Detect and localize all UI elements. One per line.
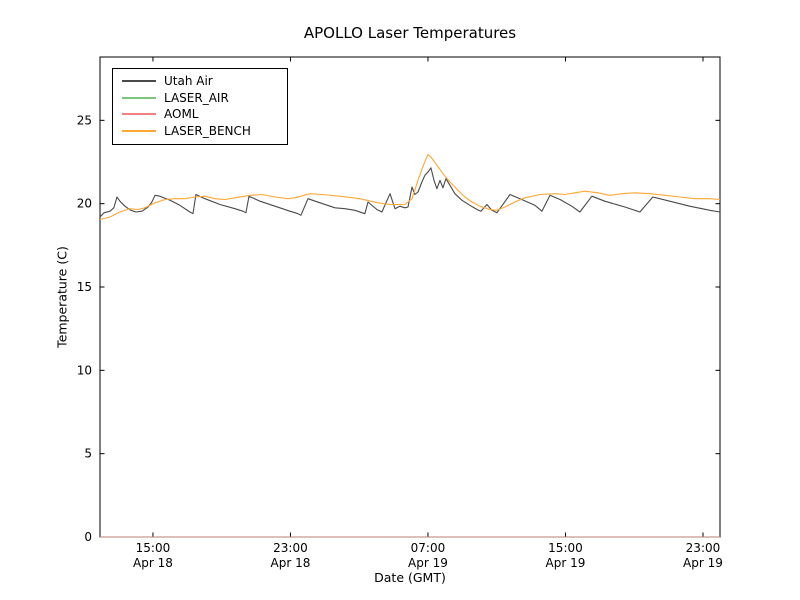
legend-item-utah-air: Utah Air [113, 73, 287, 90]
y-tick-label: 10 [77, 363, 92, 377]
series-line-utah-air [99, 167, 721, 218]
x-tick-label-date: Apr 18 [271, 556, 311, 570]
x-tick-label-time: 23:00 [273, 541, 308, 555]
legend-line-swatch [122, 80, 156, 83]
x-tick-label-date: Apr 19 [683, 556, 723, 570]
y-tick-label: 0 [84, 530, 92, 544]
x-tick-label-date: Apr 19 [408, 556, 448, 570]
legend-item-laser-air: LASER_AIR [113, 90, 287, 107]
y-tick-label: 25 [77, 113, 92, 127]
x-tick-label-date: Apr 18 [133, 556, 173, 570]
legend-line-swatch [122, 113, 156, 116]
series-line-laser-bench [99, 153, 721, 221]
x-tick-label-date: Apr 19 [546, 556, 586, 570]
legend-item-laser-bench: LASER_BENCH [113, 123, 287, 140]
x-tick-label-time: 23:00 [686, 541, 721, 555]
legend-label: AOML [164, 107, 199, 122]
x-tick-label-time: 07:00 [411, 541, 446, 555]
y-tick-label: 15 [77, 280, 92, 294]
legend-label: LASER_BENCH [164, 123, 251, 138]
x-tick-label-time: 15:00 [548, 541, 583, 555]
legend: Utah Air LASER_AIR AOML LASER_BENCH [112, 68, 288, 145]
legend-line-swatch [122, 96, 156, 99]
legend-item-aoml: AOML [113, 106, 287, 123]
legend-label: Utah Air [164, 74, 213, 89]
legend-label: LASER_AIR [164, 90, 229, 105]
y-tick-label: 20 [77, 197, 92, 211]
y-tick-label: 5 [84, 447, 92, 461]
legend-line-swatch [122, 129, 156, 132]
x-axis-label: Date (GMT) [374, 570, 446, 585]
chart-title: APOLLO Laser Temperatures [303, 24, 517, 42]
x-tick-label-time: 15:00 [136, 541, 171, 555]
y-axis-label: Temperature (C) [54, 246, 70, 348]
